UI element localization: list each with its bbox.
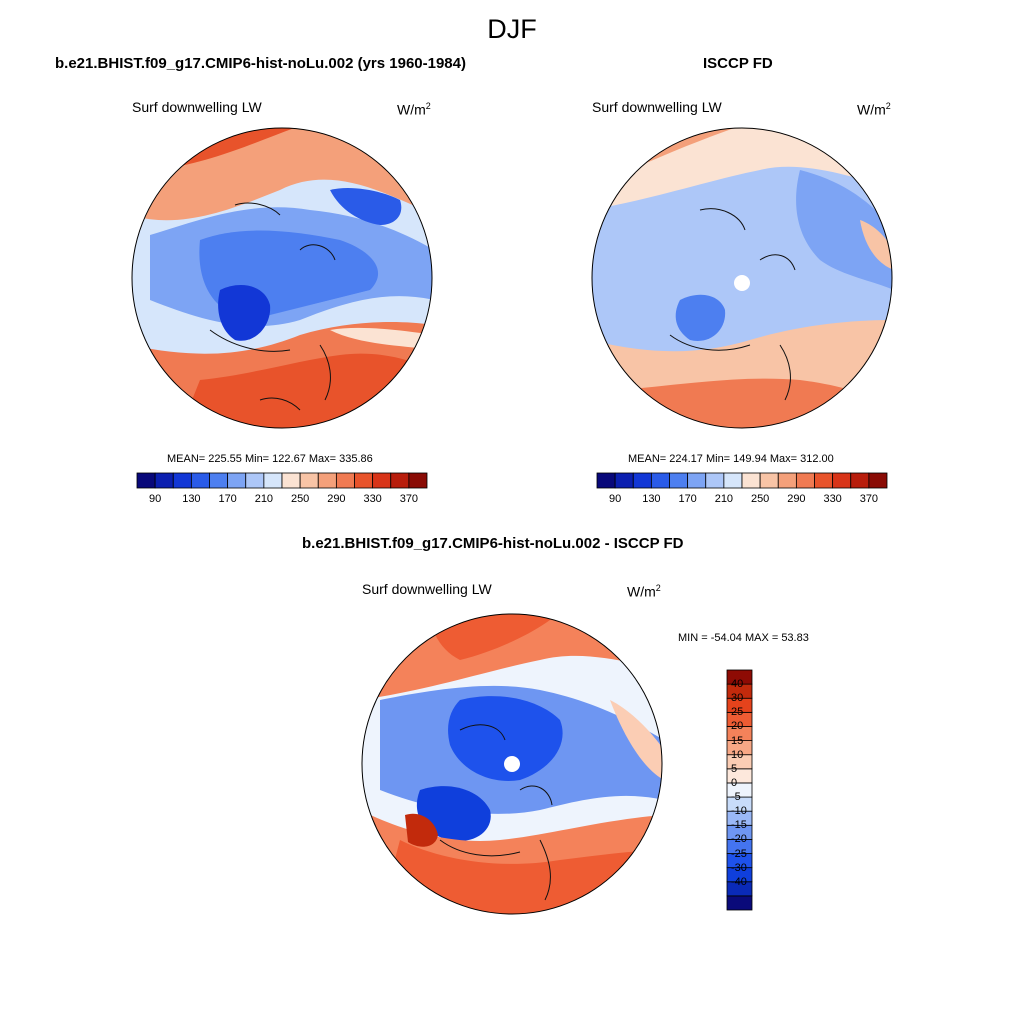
obs-colorbar-tick-label: 130 [642, 493, 661, 505]
obs-colorbar-swatch [614, 472, 634, 489]
obs-colorbar-tick-label: 210 [714, 493, 734, 505]
model-stats: MEAN= 225.55 Min= 122.67 Max= 335.86 [167, 453, 373, 465]
obs-colorbar-swatch [705, 472, 725, 489]
diff-case-title: b.e21.BHIST.f09_g17.CMIP6-hist-noLu.002 … [302, 535, 684, 552]
model-colorbar-tick-label: 370 [399, 493, 419, 505]
model-colorbar-tick-label: 130 [182, 493, 201, 505]
model-colorbar-swatch [408, 472, 428, 489]
obs-colorbar-swatch [814, 472, 834, 489]
model-colorbar-swatch [299, 472, 319, 489]
season-title: DJF [487, 14, 537, 44]
obs-colorbar-swatch [832, 472, 852, 489]
diff-colorbar-tick-label: -40 [731, 875, 747, 888]
obs-stats: MEAN= 224.17 Min= 149.94 Max= 312.00 [628, 453, 834, 465]
model-map-border [131, 127, 433, 429]
model-colorbar-tick-label: 210 [254, 493, 274, 505]
model-colorbar-swatch [154, 472, 174, 489]
model-colorbar-tick-label: 290 [327, 493, 346, 505]
obs-colorbar-tick-label: 170 [678, 493, 697, 505]
model-units-label: W/m2 [397, 101, 431, 118]
model-colorbar-swatch [390, 472, 410, 489]
diff-variable-label: Surf downwelling LW [362, 581, 492, 597]
obs-map-border [591, 127, 893, 429]
diff-colorbar-tick-label: 20 [731, 720, 744, 733]
obs-colorbar-swatch [632, 472, 652, 489]
model-colorbar [136, 472, 428, 489]
diff-colorbar-tick-label: 25 [731, 706, 744, 719]
diff-colorbar-tick-label: -15 [731, 819, 747, 832]
model-colorbar-swatch [317, 472, 337, 489]
model-colorbar-tick-label: 250 [290, 493, 310, 505]
model-colorbar-swatch [190, 472, 210, 489]
obs-colorbar [596, 472, 888, 489]
diff-colorbar [726, 669, 753, 911]
model-colorbar-swatch [136, 472, 156, 489]
model-colorbar-swatch [263, 472, 283, 489]
diff-colorbar-swatch [726, 669, 753, 685]
model-colorbar-tick-label: 330 [363, 493, 382, 505]
model-case-title: b.e21.BHIST.f09_g17.CMIP6-hist-noLu.002 … [55, 55, 466, 72]
diff-colorbar-tick-label: 10 [731, 748, 744, 761]
obs-pole-gap [734, 275, 750, 291]
obs-colorbar-swatch [850, 472, 870, 489]
diff-colorbar-tick-label: -20 [731, 833, 747, 846]
model-colorbar-swatch [335, 472, 355, 489]
model-colorbar-swatch [354, 472, 374, 489]
obs-variable-label: Surf downwelling LW [592, 99, 722, 115]
obs-colorbar-swatch [868, 472, 888, 489]
diff-units-label: W/m2 [627, 583, 661, 600]
model-colorbar-swatch [172, 472, 192, 489]
diff-colorbar-tick-label: -25 [731, 847, 747, 860]
diff-pole-gap [504, 756, 520, 772]
model-variable-label: Surf downwelling LW [132, 99, 262, 115]
diff-colorbar-tick-label: -10 [731, 805, 747, 818]
obs-colorbar-tick-label: 250 [750, 493, 770, 505]
diff-colorbar-tick-label: 5 [731, 762, 738, 775]
obs-colorbar-tick-label: 330 [823, 493, 842, 505]
obs-colorbar-swatch [759, 472, 779, 489]
model-colorbar-swatch [245, 472, 265, 489]
diff-colorbar-tick-label: 15 [731, 734, 744, 747]
diff-map-border [361, 613, 663, 915]
obs-units-label: W/m2 [857, 101, 891, 118]
diff-colorbar-tick-label: -30 [731, 861, 747, 874]
model-colorbar-tick-label: 170 [218, 493, 237, 505]
diff-colorbar-swatch [726, 895, 753, 911]
obs-colorbar-swatch [669, 472, 689, 489]
model-colorbar-swatch [209, 472, 229, 489]
obs-colorbar-swatch [795, 472, 815, 489]
obs-colorbar-swatch [687, 472, 707, 489]
obs-colorbar-tick-label: 370 [859, 493, 879, 505]
obs-colorbar-swatch [650, 472, 670, 489]
diff-colorbar-tick-label: 0 [731, 776, 738, 789]
model-colorbar-swatch [227, 472, 247, 489]
diff-colorbar-tick-label: -5 [731, 791, 741, 804]
model-colorbar-swatch [372, 472, 392, 489]
model-colorbar-swatch [281, 472, 301, 489]
obs-case-title: ISCCP FD [703, 55, 773, 72]
diff-colorbar-tick-label: 30 [731, 692, 744, 705]
diff-colorbar-tick-label: 40 [731, 678, 744, 691]
obs-colorbar-swatch [596, 472, 616, 489]
obs-colorbar-tick-label: 290 [787, 493, 806, 505]
obs-colorbar-tick-label: 90 [609, 493, 622, 505]
obs-colorbar-swatch [723, 472, 743, 489]
diff-stats: MIN = -54.04 MAX = 53.83 [678, 632, 809, 644]
obs-colorbar-swatch [777, 472, 797, 489]
model-colorbar-tick-label: 90 [149, 493, 162, 505]
obs-colorbar-swatch [741, 472, 761, 489]
